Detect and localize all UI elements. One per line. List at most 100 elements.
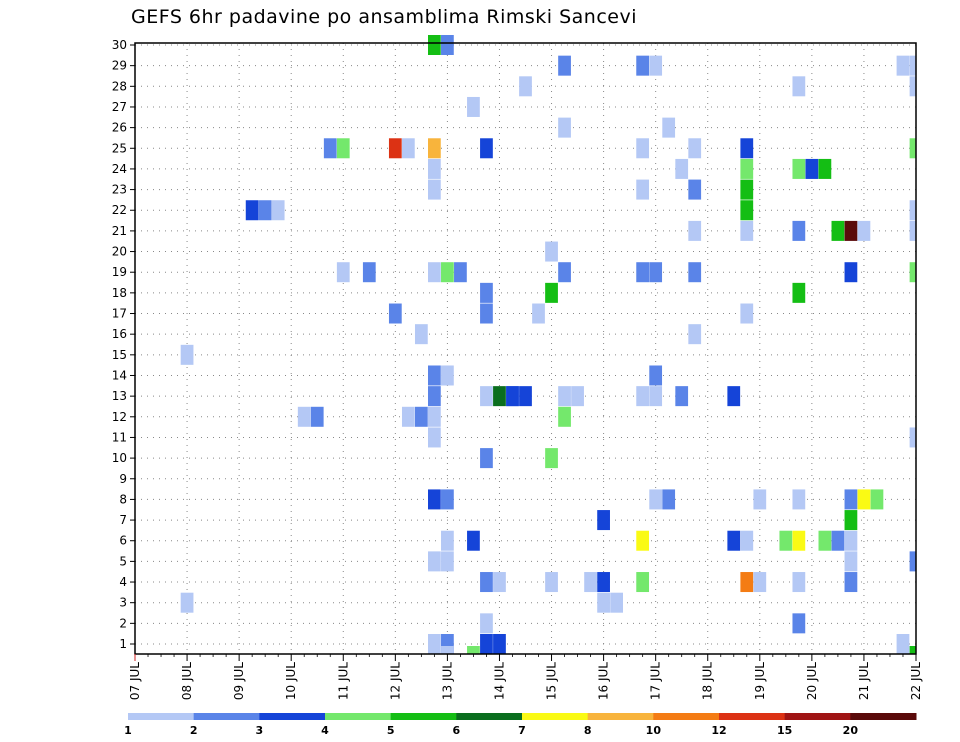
heatmap-cell (688, 324, 702, 345)
x-tick-label: 21 JUL (857, 662, 871, 700)
y-tick-label: 7 (119, 513, 127, 527)
legend-swatch (587, 713, 654, 720)
heatmap-cell (428, 406, 441, 427)
heatmap-cell (414, 324, 428, 345)
legend-swatch (325, 713, 392, 720)
heatmap-cell (271, 200, 285, 221)
heatmap-cell (909, 427, 916, 448)
heatmap-cell (180, 592, 194, 613)
heatmap-cell (480, 448, 493, 469)
heatmap-cell (844, 510, 858, 531)
legend-swatch (390, 713, 457, 720)
y-tick-label: 14 (112, 368, 127, 382)
y-tick-label: 3 (119, 596, 127, 610)
heatmap-cell (636, 138, 650, 159)
heatmap-cell (493, 386, 506, 407)
heatmap-cell (467, 646, 480, 654)
y-tick-label: 18 (112, 286, 127, 300)
y-tick-label: 16 (112, 327, 127, 341)
heatmap-cell (428, 551, 441, 572)
heatmap-cell (649, 365, 663, 386)
heatmap-cell (480, 634, 493, 654)
heatmap-cell (597, 572, 610, 593)
heatmap-cell (597, 592, 610, 613)
heatmap-cell (480, 138, 493, 159)
heatmap-cell (571, 386, 584, 407)
legend-label: 20 (843, 724, 859, 737)
y-tick-label: 27 (112, 100, 127, 114)
heatmap-cell (545, 448, 558, 469)
heatmap-cell (636, 179, 650, 200)
x-tick-label: 09 JUL (232, 662, 246, 700)
heatmap-cell (740, 158, 754, 179)
y-tick-label: 13 (112, 389, 127, 403)
heatmap-cell (779, 530, 793, 551)
heatmap-cell (857, 220, 871, 241)
heatmap-cell (662, 117, 676, 138)
heatmap-cell (414, 406, 428, 427)
heatmap-cell (818, 158, 832, 179)
heatmap-cell (336, 138, 350, 159)
y-tick-label: 23 (112, 183, 127, 197)
heatmap-cell (740, 220, 754, 241)
y-tick-label: 19 (112, 265, 127, 279)
heatmap-cell (727, 386, 741, 407)
legend-swatch (784, 713, 851, 720)
heatmap-cell (428, 386, 441, 407)
heatmap-cell (688, 262, 702, 283)
heatmap-cell (740, 200, 754, 221)
legend-label: 6 (453, 724, 461, 737)
heatmap-cell (844, 262, 858, 283)
heatmap-cell (844, 530, 858, 551)
heatmap-cell (310, 406, 324, 427)
heatmap-cell (727, 530, 741, 551)
heatmap-cell (688, 138, 702, 159)
legend-swatch (456, 713, 523, 720)
heatmap-cell (818, 530, 832, 551)
x-tick-label: 16 JUL (597, 662, 611, 700)
heatmap-cell (545, 241, 558, 262)
heatmap-cell (323, 138, 337, 159)
heatmap-cell (610, 592, 623, 613)
heatmap-cell (688, 179, 702, 200)
x-tick-label: 13 JUL (440, 662, 454, 700)
heatmap-cell (428, 158, 441, 179)
heatmap-cell (558, 386, 571, 407)
x-tick-label: 10 JUL (284, 662, 298, 700)
heatmap-cell (792, 530, 806, 551)
heatmap-cell (545, 282, 558, 303)
heatmap-cell (805, 158, 819, 179)
heatmap-cell (831, 530, 845, 551)
y-tick-label: 20 (112, 245, 127, 259)
legend: 1 2 3 4 5 6 7 8 10 12 15 20 (124, 713, 917, 737)
plot-frame (134, 42, 917, 655)
heatmap-cell (740, 303, 754, 324)
heatmap-cell (740, 530, 754, 551)
heatmap-cell (480, 303, 493, 324)
heatmap-cell (688, 220, 702, 241)
heatmap-cell (388, 138, 402, 159)
heatmap-cell (857, 489, 871, 510)
heatmap-cell (649, 386, 663, 407)
y-tick-label: 17 (112, 307, 127, 321)
heatmap-cell (545, 572, 558, 593)
heatmap-cell (649, 262, 663, 283)
x-tick-label: 12 JUL (388, 662, 402, 700)
heatmap-cell (558, 262, 571, 283)
heatmap-cell (909, 551, 916, 572)
heatmap-cell (245, 200, 259, 221)
heatmap-cell (909, 646, 916, 654)
heatmap-cell (740, 572, 754, 593)
legend-label: 1 (124, 724, 132, 737)
heatmap-cell (467, 96, 480, 117)
heatmap-cell (844, 489, 858, 510)
x-tick-label: 15 JUL (545, 662, 559, 700)
heatmap-cell (909, 138, 916, 159)
y-tick-label: 11 (112, 430, 127, 444)
heatmap-cell (909, 76, 916, 97)
heatmap-cell (584, 572, 597, 593)
y-axis: 1234567891011121314151617181920212223242… (112, 38, 135, 651)
heatmap-cell (753, 489, 767, 510)
heatmap-cell (441, 35, 454, 55)
x-tick-label: 20 JUL (805, 662, 819, 700)
